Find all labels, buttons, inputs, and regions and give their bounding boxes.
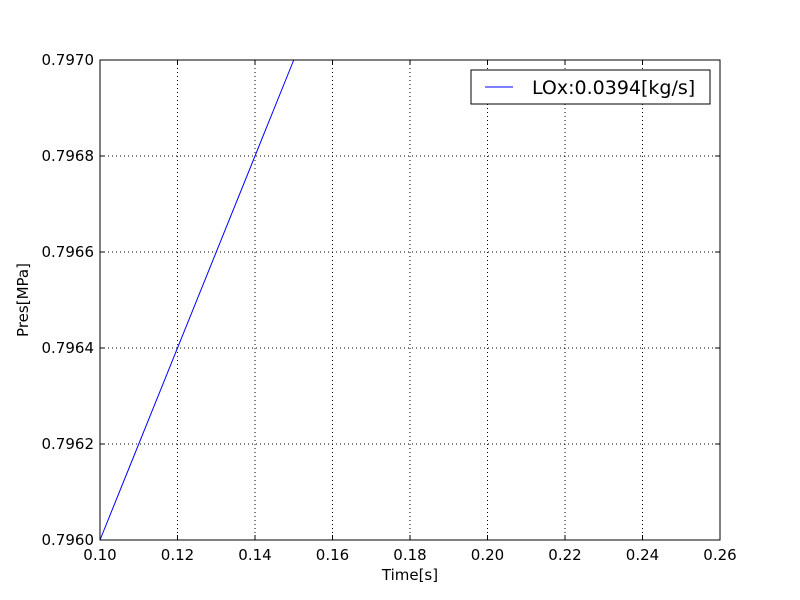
series-layer xyxy=(99,59,295,541)
x-tick-label: 0.12 xyxy=(161,546,194,564)
y-tick-label: 0.7968 xyxy=(42,147,95,165)
y-tick-label: 0.7966 xyxy=(42,243,95,261)
series-line-0 xyxy=(99,59,295,541)
y-tick-label: 0.7962 xyxy=(42,435,95,453)
tick-labels: 0.10 0.12 0.14 0.16 0.18 0.20 0.22 0.24 0.26 0.79… xyxy=(42,51,737,564)
y-tick-label: 0.7970 xyxy=(42,51,95,69)
x-tick-label: 0.24 xyxy=(626,546,659,564)
legend: LOx:0.0394[kg/s] xyxy=(470,69,711,105)
x-axis-label: Time[s] xyxy=(381,566,438,584)
x-tick-label: 0.20 xyxy=(471,546,504,564)
grid xyxy=(100,60,720,540)
legend-label: LOx:0.0394[kg/s] xyxy=(532,77,695,99)
x-tick-label: 0.10 xyxy=(83,546,116,564)
y-tick-label: 0.7964 xyxy=(42,339,95,357)
x-tick-label: 0.26 xyxy=(703,546,736,564)
ticks xyxy=(99,59,721,541)
y-tick-label: 0.7960 xyxy=(42,531,95,549)
y-axis-label: Pres[MPa] xyxy=(14,263,32,337)
x-tick-label: 0.16 xyxy=(316,546,349,564)
x-tick-label: 0.14 xyxy=(238,546,271,564)
x-tick-label: 0.18 xyxy=(393,546,426,564)
x-tick-label: 0.22 xyxy=(548,546,581,564)
